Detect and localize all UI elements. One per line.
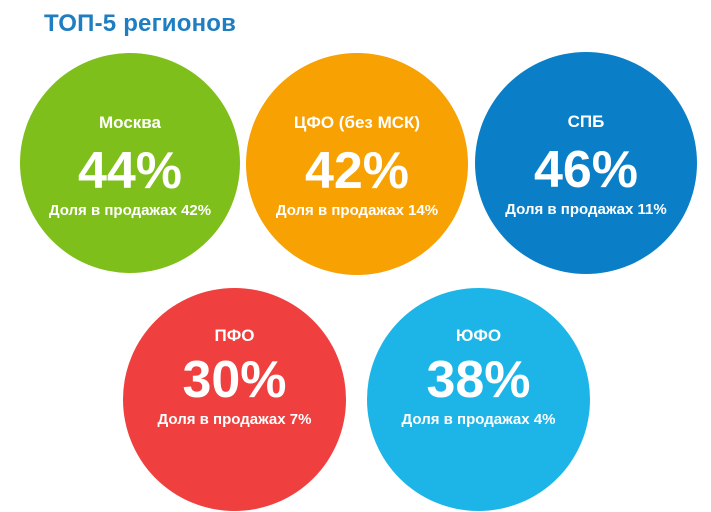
region-percent: 30% bbox=[182, 351, 287, 409]
region-circle-spb: СПБ 46% Доля в продажах 11% bbox=[475, 52, 697, 274]
region-circle-yufo: ЮФО 38% Доля в продажах 4% bbox=[367, 288, 590, 511]
page-title: ТОП-5 регионов bbox=[44, 10, 237, 37]
region-name: ПФО bbox=[214, 326, 255, 345]
region-name: ЮФО bbox=[455, 326, 502, 345]
region-sales-share: Доля в продажах 14% bbox=[275, 202, 439, 219]
region-circle-pfo: ПФО 30% Доля в продажах 7% bbox=[123, 288, 346, 511]
region-sales-share: Доля в продажах 4% bbox=[401, 411, 556, 428]
region-percent: 46% bbox=[533, 141, 639, 199]
region-name: Москва bbox=[99, 113, 161, 132]
region-sales-share: Доля в продажах 11% bbox=[505, 201, 667, 218]
region-circle-moscow: Москва 44% Доля в продажах 42% bbox=[20, 53, 240, 273]
region-percent: 42% bbox=[304, 142, 410, 200]
region-name: ЦФО (без МСК) bbox=[293, 113, 421, 132]
region-sales-share: Доля в продажах 7% bbox=[157, 411, 312, 428]
region-sales-share: Доля в продажах 42% bbox=[48, 202, 212, 219]
region-percent: 44% bbox=[77, 142, 183, 200]
region-circle-cfo: ЦФО (без МСК) 42% Доля в продажах 14% bbox=[246, 53, 468, 275]
region-percent: 38% bbox=[426, 351, 531, 409]
region-name: СПБ bbox=[567, 112, 605, 131]
